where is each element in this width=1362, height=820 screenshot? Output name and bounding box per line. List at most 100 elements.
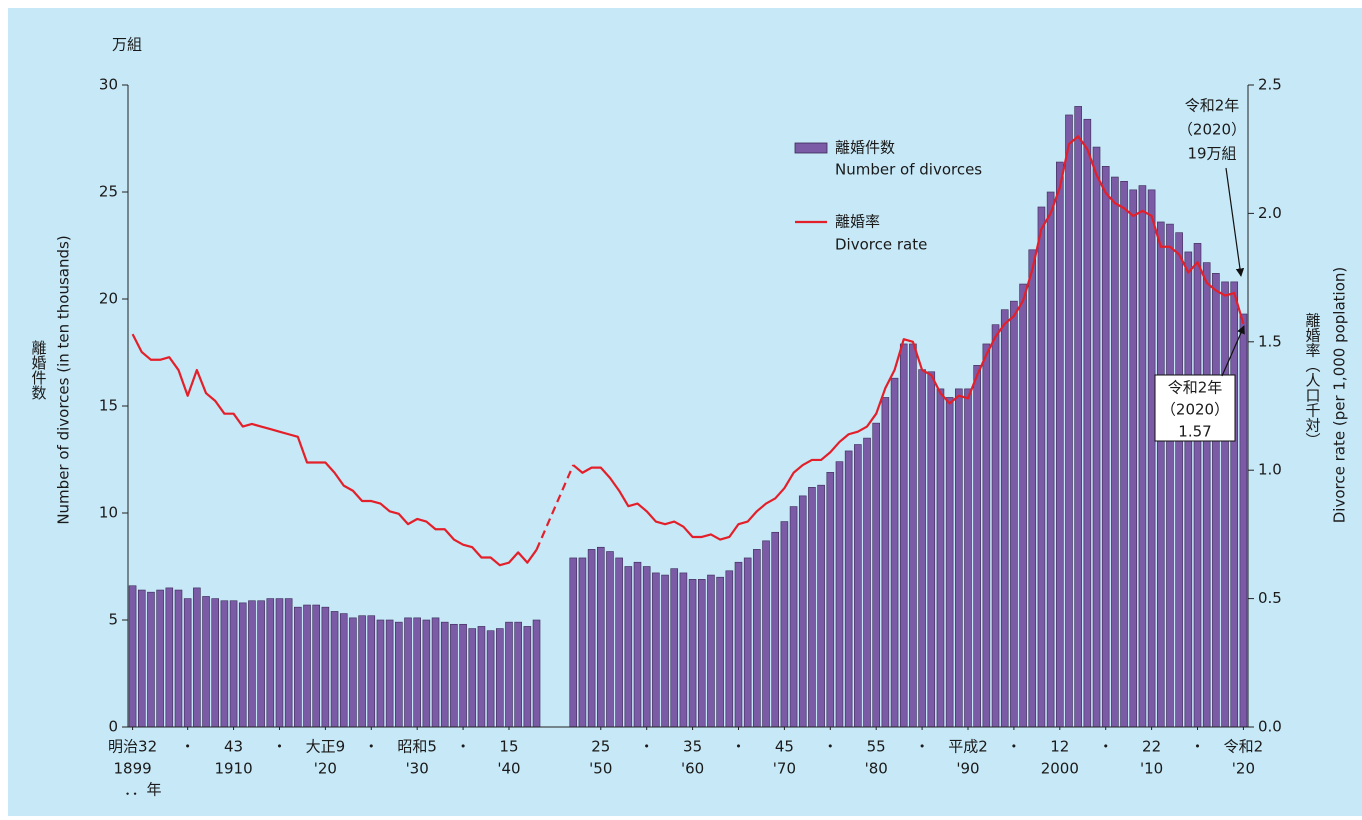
bar	[789, 506, 798, 728]
bar	[808, 487, 816, 728]
x-tick-label: 15	[499, 738, 518, 756]
x-tick-label: ・	[456, 738, 471, 756]
y-tick-label: 15	[99, 397, 118, 415]
bar	[936, 388, 945, 728]
x-tick-label-western: 1899	[113, 760, 151, 778]
bar	[1010, 300, 1018, 728]
bar	[1111, 176, 1119, 728]
bar	[798, 495, 807, 728]
bar	[955, 388, 963, 728]
bar	[1147, 189, 1156, 728]
annotation: 令和2年	[1168, 379, 1223, 397]
x-tick-label: ・	[180, 738, 195, 756]
bar	[459, 623, 467, 728]
bar	[854, 444, 862, 728]
bar	[817, 484, 825, 728]
bar	[1056, 161, 1064, 728]
bar	[569, 557, 578, 728]
bar	[514, 621, 522, 728]
bar	[1028, 249, 1037, 728]
bar	[596, 546, 605, 728]
legend-swatch	[794, 142, 828, 154]
bar	[156, 589, 164, 728]
x-tick-label-western: '50	[589, 760, 612, 778]
bar	[1065, 114, 1073, 728]
y2-title-ja: 離婚率（人口千対）	[1304, 312, 1322, 448]
legend-label: 離婚率	[835, 213, 880, 231]
bar	[1166, 223, 1174, 728]
bar	[1037, 206, 1046, 728]
bar	[266, 598, 275, 728]
bar	[1019, 283, 1027, 728]
bar	[147, 591, 155, 728]
bar	[183, 598, 192, 728]
legend-label: 離婚件数	[835, 139, 895, 157]
bar	[1000, 309, 1009, 728]
bar	[358, 615, 366, 728]
x-tick-label-western: '90	[956, 760, 979, 778]
x-tick-label: 22	[1142, 738, 1161, 756]
y-tick-label: 10	[99, 504, 118, 522]
bar	[275, 598, 284, 728]
x-tick-label-western: 2000	[1041, 760, 1079, 778]
bar	[716, 576, 724, 728]
x-tick-label-western: '30	[406, 760, 429, 778]
bar	[982, 343, 991, 728]
bar	[826, 472, 835, 728]
bar	[780, 521, 789, 728]
bar	[496, 628, 504, 728]
x-tick-label: 平成2	[948, 738, 988, 756]
bar	[1239, 313, 1248, 728]
bar	[330, 611, 339, 728]
legend-label: Divorce rate	[835, 236, 927, 254]
x-tick-label: 35	[683, 738, 702, 756]
y-tick-label: 0	[108, 718, 118, 736]
x-tick-label: ・	[731, 738, 746, 756]
bar	[734, 561, 743, 728]
x-tick-label: 55	[867, 738, 886, 756]
x-tick-label-western: '40	[497, 760, 520, 778]
bar	[248, 600, 256, 728]
bar	[624, 566, 633, 728]
x-tick-label-western: '60	[681, 760, 704, 778]
y-tick-label: 20	[99, 290, 118, 308]
bar	[1074, 106, 1082, 728]
bar	[633, 561, 642, 728]
y-title-ja: 離婚件数	[30, 339, 48, 400]
bar	[1175, 232, 1183, 728]
bar	[670, 568, 679, 728]
bar	[973, 365, 981, 728]
bar	[890, 377, 899, 728]
bar	[404, 617, 412, 728]
bar	[422, 619, 431, 728]
x-tick-label: 43	[224, 738, 243, 756]
bar	[468, 628, 477, 728]
bar	[945, 397, 954, 728]
bar	[1184, 251, 1193, 728]
y2-tick-label: 0.0	[1258, 718, 1282, 736]
x-tick-label: ・	[823, 738, 838, 756]
bar	[257, 600, 265, 728]
y2-tick-label: 1.5	[1258, 332, 1282, 350]
bar	[762, 540, 770, 728]
x-tick-label-western: '80	[865, 760, 888, 778]
bar	[477, 626, 486, 728]
bar	[312, 604, 320, 728]
bar	[1212, 273, 1220, 728]
bar	[991, 324, 1000, 728]
bar	[872, 422, 880, 728]
y2-tick-label: 2.5	[1258, 76, 1282, 94]
bar	[918, 369, 926, 728]
x-tick-label-western: '70	[773, 760, 796, 778]
bar	[229, 600, 238, 728]
annotation-arrow	[1221, 325, 1245, 377]
bar	[523, 626, 532, 728]
bar	[964, 388, 972, 728]
x-tick-label-western: '20	[1232, 760, 1255, 778]
bar	[128, 585, 137, 728]
legend-label: Number of divorces	[835, 161, 982, 179]
x-tick-label-western: '10	[1140, 760, 1163, 778]
y2-title-en: Divorce rate (per 1,000 poplation)	[1331, 267, 1349, 524]
bar	[661, 574, 669, 728]
